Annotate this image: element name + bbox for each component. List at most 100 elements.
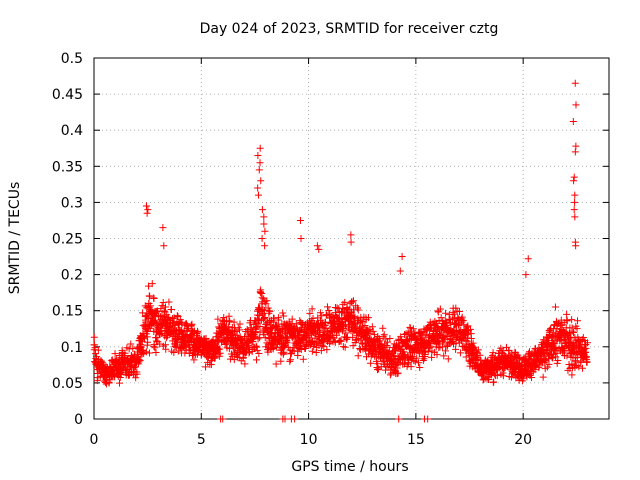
data-point [145, 282, 153, 290]
data-point [490, 370, 498, 378]
data-point [258, 235, 266, 242]
data-point [160, 242, 168, 250]
y-tick-label: 0.35 [52, 159, 83, 175]
data-point [568, 327, 576, 335]
data-point [582, 344, 590, 352]
data-point [142, 348, 150, 356]
data-point [331, 338, 339, 346]
data-point [572, 101, 580, 109]
data-point [143, 209, 151, 217]
data-point [219, 415, 227, 423]
data-point [394, 369, 402, 377]
data-point [424, 415, 432, 423]
data-point [489, 349, 497, 357]
data-point [433, 351, 441, 359]
data-point [260, 213, 268, 221]
data-point [411, 358, 419, 366]
data-point [362, 344, 370, 352]
data-point [257, 177, 265, 185]
data-point [339, 343, 347, 351]
data-point [220, 313, 228, 321]
data-point [459, 316, 467, 324]
data-point [170, 348, 178, 356]
data-point [368, 323, 376, 331]
data-point [153, 308, 161, 316]
data-point [384, 338, 392, 346]
data-point [372, 335, 380, 343]
data-point [458, 313, 466, 321]
data-point [262, 300, 270, 308]
data-point [396, 267, 404, 275]
y-tick-label: 0.45 [52, 87, 83, 103]
data-point [336, 336, 344, 344]
data-point [553, 359, 561, 367]
data-point [361, 321, 369, 329]
data-point [90, 333, 98, 341]
data-point [349, 334, 357, 342]
data-point [105, 379, 113, 387]
data-point [256, 159, 264, 167]
data-point [583, 339, 591, 347]
data-point [216, 349, 224, 357]
data-point [572, 142, 580, 150]
data-point [575, 363, 583, 371]
data-point [236, 326, 243, 334]
data-point [348, 311, 356, 319]
data-point [317, 347, 325, 355]
data-point [207, 361, 215, 369]
data-point [147, 302, 155, 310]
data-point [531, 366, 539, 374]
data-point [283, 339, 291, 347]
data-point [440, 352, 448, 360]
data-point [324, 303, 332, 311]
x-tick-label: 20 [514, 432, 532, 448]
data-point [578, 364, 586, 372]
data-point [225, 317, 233, 325]
data-point [259, 315, 267, 323]
data-point [308, 305, 316, 313]
data-point [551, 303, 559, 311]
data-point [467, 335, 475, 343]
data-point [258, 206, 266, 214]
data-point [571, 191, 579, 199]
data-point [144, 338, 152, 346]
data-point [269, 345, 277, 353]
data-point [466, 325, 474, 333]
data-point [187, 321, 195, 329]
data-point [190, 356, 198, 364]
data-point [320, 342, 328, 350]
data-point [234, 337, 242, 345]
data-point [571, 148, 579, 156]
data-point [476, 351, 484, 359]
data-point [571, 213, 579, 221]
data-point [151, 344, 159, 352]
data-point [570, 329, 578, 337]
data-point [441, 317, 449, 325]
data-point [568, 316, 576, 324]
data-point [270, 314, 278, 322]
data-point [286, 357, 294, 365]
data-point [171, 321, 179, 329]
data-point [255, 166, 263, 174]
data-point [386, 334, 394, 342]
data-point [440, 336, 448, 344]
data-point [142, 202, 150, 210]
data-point [553, 319, 561, 327]
y-tick-label: 0.2 [61, 268, 83, 284]
data-point [309, 314, 317, 322]
data-point [337, 337, 345, 345]
data-point [315, 245, 323, 253]
data-point [374, 360, 382, 368]
y-tick-label: 0.05 [52, 376, 83, 392]
data-point [436, 305, 444, 313]
data-point [254, 335, 262, 343]
data-point [554, 356, 562, 364]
x-tick-label: 10 [300, 432, 318, 448]
data-point [515, 353, 523, 361]
data-point [158, 302, 166, 310]
chart-title: Day 024 of 2023, SRMTID for receiver czt… [200, 21, 499, 37]
data-point [571, 198, 579, 206]
data-point [456, 349, 464, 357]
data-point [505, 346, 513, 354]
